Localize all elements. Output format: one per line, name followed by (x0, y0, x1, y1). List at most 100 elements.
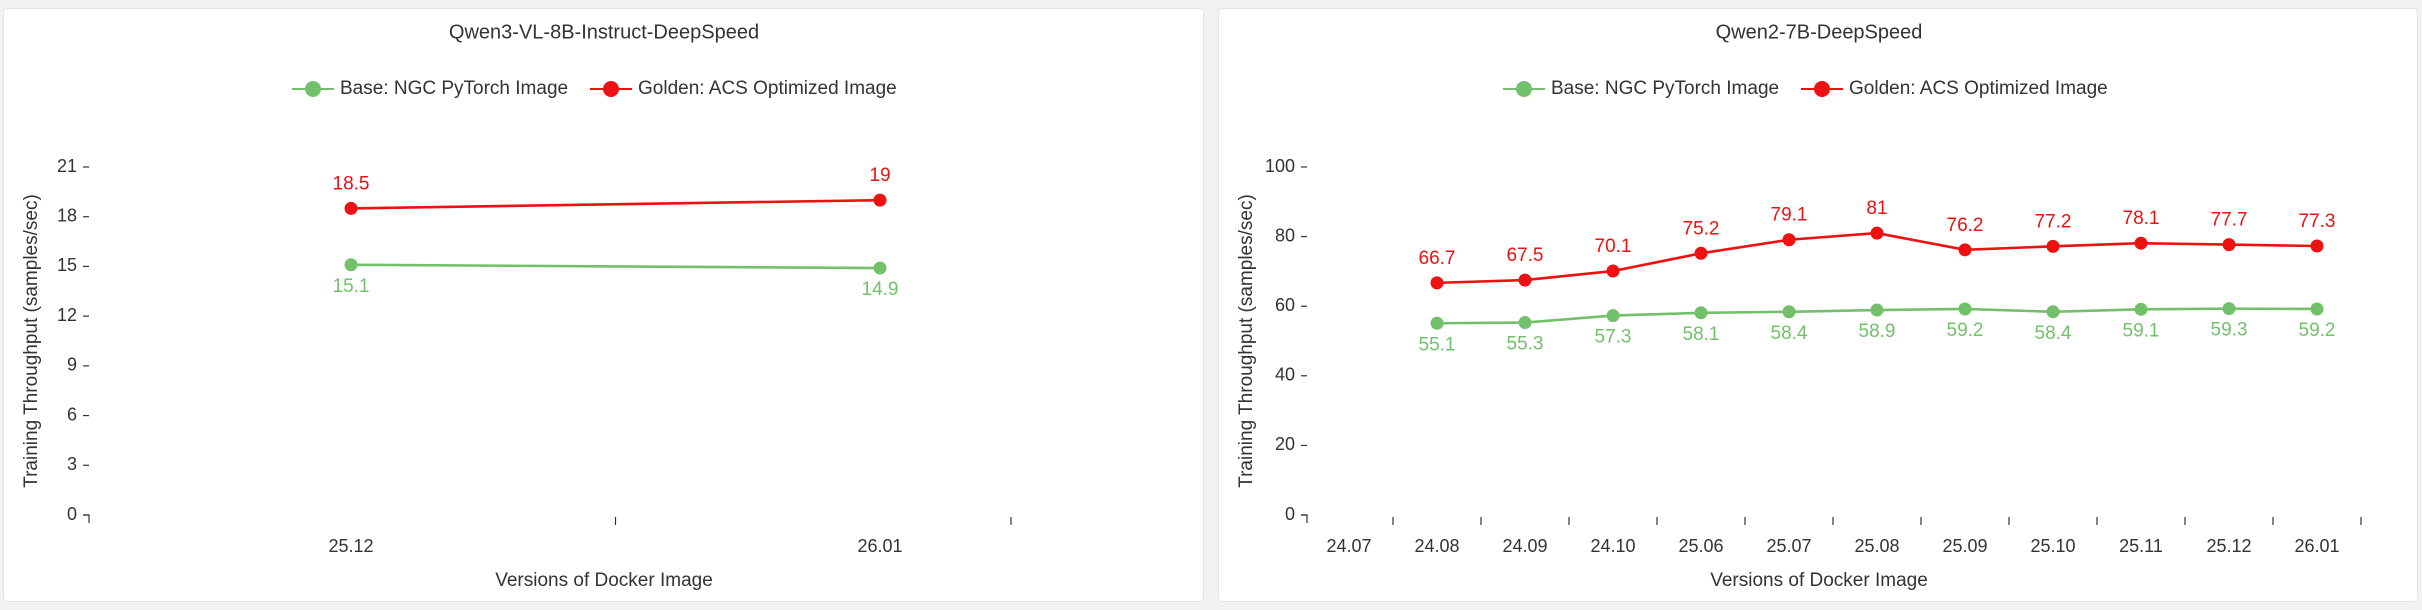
data-label: 15.1 (333, 276, 370, 297)
data-point (344, 258, 358, 272)
y-tick-label: 40 (1275, 365, 1295, 385)
data-point (1430, 316, 1444, 330)
x-axis-title: Versions of Docker Image (495, 570, 713, 591)
series-line (350, 263, 881, 270)
data-label: 59.3 (2211, 320, 2248, 341)
legend-marker (1516, 81, 1532, 97)
data-label: 59.2 (1947, 320, 1984, 341)
chart-panel-right: Qwen2-7B-DeepSpeed Base: NGC PyTorch Imag… (1218, 8, 2418, 602)
legend-label: Base: NGC PyTorch Image (1551, 78, 1779, 99)
chart-title: Qwen3-VL-8B-Instruct-DeepSpeed (449, 21, 759, 43)
data-point (1958, 302, 1972, 316)
y-tick-label: 80 (1275, 225, 1295, 245)
data-label: 70.1 (1595, 236, 1632, 257)
legend-label: Base: NGC PyTorch Image (340, 78, 568, 99)
y-tick-label: 0 (67, 504, 77, 524)
x-tick-label: 25.06 (1678, 536, 1723, 556)
x-tick-label: 25.12 (2206, 536, 2251, 556)
y-tick-label: 12 (57, 305, 77, 325)
y-tick-label: 9 (67, 355, 77, 375)
y-axis-title: Training Throughput (samples/sec) (1236, 194, 1257, 488)
chart-panel-left: Qwen3-VL-8B-Instruct-DeepSpeed Base: NGC … (3, 8, 1204, 602)
data-label: 67.5 (1507, 245, 1544, 266)
data-point (873, 193, 887, 207)
axis-origin (1301, 514, 1308, 523)
x-tick-label: 25.10 (2030, 536, 2075, 556)
data-point (1870, 303, 1884, 317)
x-tick-label: 25.07 (1766, 536, 1811, 556)
data-label: 75.2 (1683, 218, 1720, 239)
data-point (2310, 239, 2324, 253)
y-tick-label: 21 (57, 156, 77, 176)
data-label: 59.2 (2299, 320, 2336, 341)
x-tick-label: 25.08 (1854, 536, 1899, 556)
legend-marker (603, 81, 619, 97)
legend-label: Golden: ACS Optimized Image (638, 78, 897, 99)
data-point (1606, 309, 1620, 323)
data-point (1782, 233, 1796, 247)
y-tick-label: 3 (67, 454, 77, 474)
data-point (1518, 273, 1532, 287)
data-point (1958, 243, 1972, 257)
data-point (2222, 302, 2236, 316)
data-label: 18.5 (333, 173, 370, 194)
data-point (2046, 305, 2060, 319)
data-point (2222, 238, 2236, 252)
data-label: 58.4 (1771, 323, 1808, 344)
x-tick-label: 24.07 (1326, 536, 1371, 556)
data-point (2134, 302, 2148, 316)
y-tick-label: 0 (1285, 504, 1295, 524)
y-tick-label: 20 (1275, 434, 1295, 454)
y-axis-title: Training Throughput (samples/sec) (21, 194, 42, 488)
data-point (873, 261, 887, 275)
data-label: 77.2 (2035, 211, 2072, 232)
legend-marker (305, 81, 321, 97)
data-label: 55.3 (1507, 334, 1544, 355)
y-tick-label: 18 (57, 205, 77, 225)
data-label: 66.7 (1419, 248, 1456, 269)
y-tick-label: 15 (57, 255, 77, 275)
data-point (1782, 305, 1796, 319)
series-line (1436, 231, 2318, 285)
data-point (2310, 302, 2324, 316)
x-tick-label: 24.09 (1502, 536, 1547, 556)
x-tick-label: 25.12 (328, 536, 373, 556)
data-point (1518, 316, 1532, 330)
x-tick-label: 24.08 (1414, 536, 1459, 556)
data-label: 19 (869, 165, 890, 186)
data-label: 55.1 (1419, 334, 1456, 355)
data-point (1870, 226, 1884, 240)
data-label: 77.7 (2211, 210, 2248, 231)
data-label: 58.1 (1683, 324, 1720, 345)
x-tick-label: 24.10 (1590, 536, 1635, 556)
data-label: 78.1 (2123, 208, 2160, 229)
data-label: 58.4 (2035, 323, 2072, 344)
y-tick-label: 100 (1265, 156, 1295, 176)
chart-title: Qwen2-7B-DeepSpeed (1716, 21, 1923, 43)
data-label: 81 (1866, 198, 1887, 219)
y-tick-label: 6 (67, 404, 77, 424)
x-tick-label: 26.01 (2294, 536, 2339, 556)
data-point (1430, 276, 1444, 290)
data-label: 14.9 (862, 279, 899, 300)
data-point (1606, 264, 1620, 278)
x-tick-label: 26.01 (857, 536, 902, 556)
legend-label: Golden: ACS Optimized Image (1849, 78, 2108, 99)
data-label: 76.2 (1947, 215, 1984, 236)
legend-marker (1814, 81, 1830, 97)
data-label: 57.3 (1595, 327, 1632, 348)
data-label: 58.9 (1859, 321, 1896, 342)
data-point (2046, 239, 2060, 253)
chart-svg-right: Qwen2-7B-DeepSpeed Base: NGC PyTorch Imag… (1236, 21, 2362, 591)
data-point (1694, 306, 1708, 320)
data-label: 59.1 (2123, 320, 2160, 341)
y-tick-label: 60 (1275, 295, 1295, 315)
x-axis-title: Versions of Docker Image (1710, 570, 1928, 591)
data-point (2134, 236, 2148, 250)
data-point (1694, 246, 1708, 260)
x-tick-label: 25.09 (1942, 536, 1987, 556)
series-line (350, 198, 881, 210)
axis-origin (83, 514, 90, 523)
chart-svg-left: Qwen3-VL-8B-Instruct-DeepSpeed Base: NGC … (21, 21, 1012, 591)
data-label: 77.3 (2299, 211, 2336, 232)
